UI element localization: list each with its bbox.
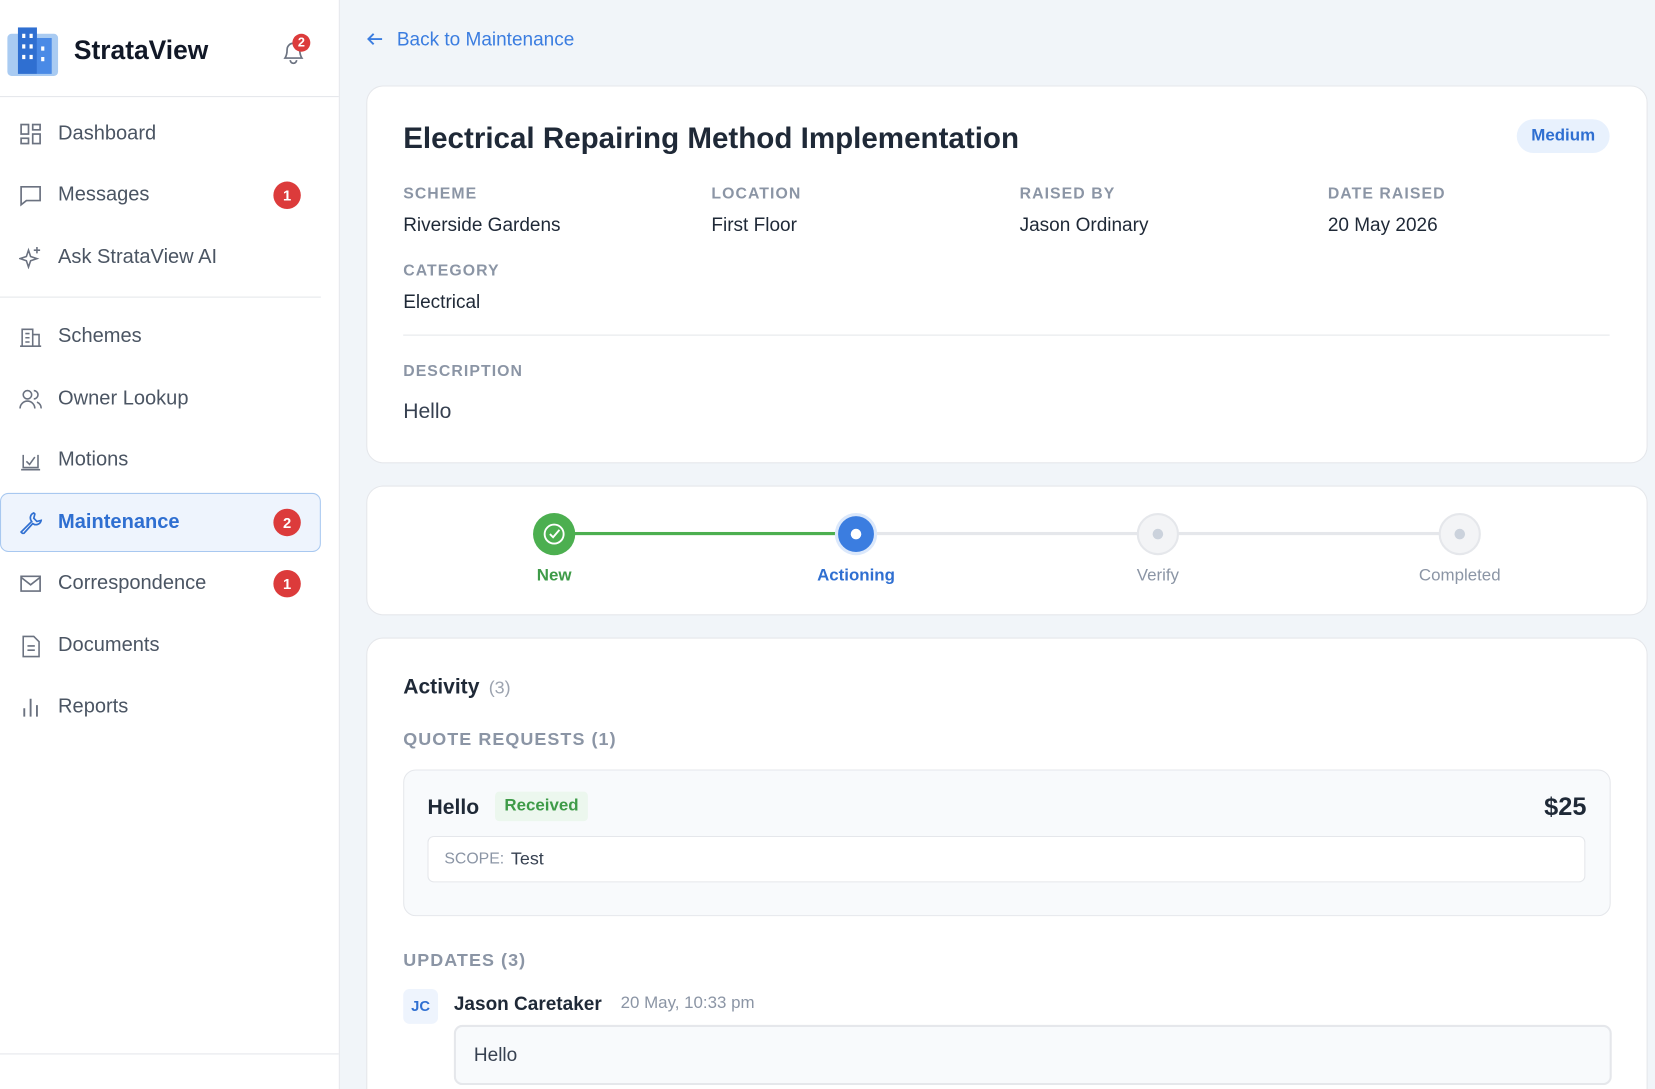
nav-label: Dashboard <box>58 122 157 145</box>
step-label: Actioning <box>817 566 895 585</box>
nav-label: Owner Lookup <box>58 387 189 410</box>
update-body: Hello <box>453 1024 1612 1086</box>
field-value: 20 May 2026 <box>1327 214 1438 236</box>
scope-box: SCOPE: Test <box>427 835 1586 883</box>
step-label: Verify <box>1136 566 1179 585</box>
step-current <box>834 512 878 556</box>
logo <box>7 27 59 76</box>
step-pending <box>1136 512 1179 556</box>
field-label: CATEGORY <box>403 261 500 280</box>
field-value: First Floor <box>711 214 797 236</box>
quote-card[interactable]: Hello Received $25 SCOPE: Test <box>403 769 1611 917</box>
quote-title: Hello <box>427 795 480 820</box>
field-value: Riverside Gardens <box>403 214 561 236</box>
nav-icon <box>18 246 41 270</box>
back-link[interactable]: Back to Maintenance <box>396 28 575 50</box>
activity-count: (3) <box>488 677 511 698</box>
divider <box>403 334 1610 336</box>
activity-card: Activity (3) QUOTE REQUESTS (1) Hello Re… <box>366 637 1648 1089</box>
nav-icon <box>23 698 38 717</box>
description-label: DESCRIPTION <box>403 362 524 380</box>
activity-title: Activity <box>403 675 480 699</box>
progress-line-done <box>554 531 857 536</box>
nav-label: Messages <box>58 183 150 206</box>
field-label: DATE RAISED <box>1327 184 1446 203</box>
step-label: Completed <box>1418 566 1501 585</box>
step-label: New <box>536 566 572 585</box>
scope-label: SCOPE: <box>444 849 505 868</box>
status-pill: Received <box>495 791 588 822</box>
divider <box>0 96 339 98</box>
nav-icon <box>20 575 41 592</box>
divider <box>0 296 321 298</box>
nav-label: Correspondence <box>58 572 207 595</box>
field-label: RAISED BY <box>1019 184 1116 203</box>
nav-icon <box>20 123 41 145</box>
notification-badge: 2 <box>292 33 311 52</box>
sidebar: StrataView 2 Dashboard Messages 1 Ask St… <box>0 0 340 1089</box>
nav-badge: 1 <box>273 181 301 209</box>
nav-label: Ask StrataView AI <box>58 245 218 269</box>
nav-icon <box>19 511 43 535</box>
nav-icon <box>20 328 42 347</box>
nav-label: Schemes <box>58 325 142 348</box>
section-label: QUOTE REQUESTS (1) <box>403 729 617 750</box>
update-author: Jason Caretaker <box>453 993 602 1015</box>
nav-badge: 2 <box>273 508 301 537</box>
scope-value: Test <box>510 848 544 869</box>
nav-label: Reports <box>58 695 129 718</box>
priority-pill: Medium <box>1516 119 1610 154</box>
progress-card: New Actioning Verify Completed <box>366 485 1648 616</box>
section-label: UPDATES (3) <box>403 949 527 971</box>
nav-icon <box>19 389 42 409</box>
update-text: Hello <box>473 1043 518 1065</box>
field-label: SCHEME <box>403 184 478 203</box>
description: Hello <box>403 400 452 424</box>
back-arrow[interactable] <box>365 30 384 49</box>
nav-label: Maintenance <box>58 510 180 534</box>
nav-label: Documents <box>58 634 160 657</box>
title: Electrical Repairing Method Implementati… <box>403 121 1020 155</box>
step-done <box>533 512 576 556</box>
nav-badge: 1 <box>273 569 301 598</box>
field-value: Jason Ordinary <box>1019 214 1149 236</box>
field-value: Electrical <box>403 291 481 313</box>
divider <box>0 1053 339 1055</box>
nav-icon <box>20 185 41 207</box>
nav-label: Motions <box>58 448 129 471</box>
avatar: JC <box>403 989 439 1024</box>
nav-icon <box>21 454 41 471</box>
nav-icon <box>22 635 40 658</box>
nav-item-active[interactable] <box>0 492 321 553</box>
details-card: Electrical Repairing Method Implementati… <box>366 85 1648 464</box>
update-time: 20 May, 10:33 pm <box>620 994 755 1013</box>
field-label: LOCATION <box>711 184 802 203</box>
step-pending <box>1438 512 1481 556</box>
quote-amount: $25 <box>1544 792 1587 822</box>
brand: StrataView <box>73 35 209 66</box>
